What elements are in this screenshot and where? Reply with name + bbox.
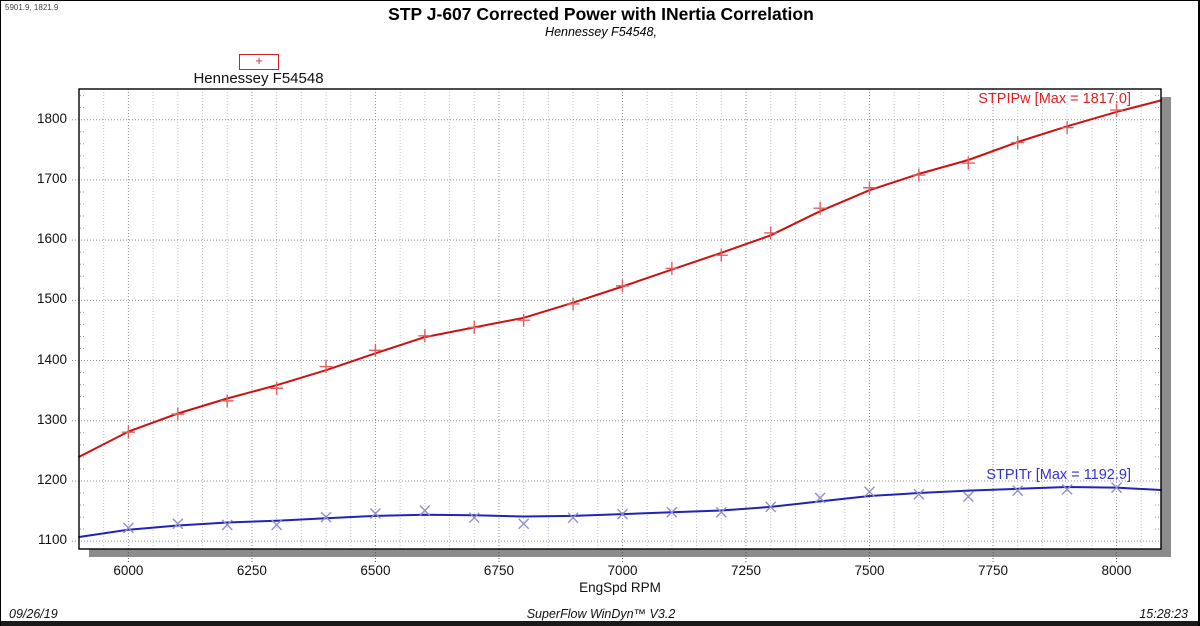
window-bottom-border bbox=[1, 621, 1198, 626]
x-tick-label: 6500 bbox=[360, 563, 391, 578]
chart-title: STP J-607 Corrected Power with INertia C… bbox=[388, 4, 814, 24]
plus-marker-icon: + bbox=[255, 53, 263, 68]
cursor-position-readout: 5901.9, 1821.9 bbox=[5, 3, 59, 12]
x-tick-label: 6750 bbox=[483, 563, 514, 578]
y-tick-label: 1700 bbox=[36, 170, 67, 186]
y-tick-label: 1800 bbox=[36, 110, 67, 126]
footer-date: 09/26/19 bbox=[9, 607, 58, 621]
x-tick-label: 7500 bbox=[854, 563, 885, 578]
x-tick-label: 7250 bbox=[730, 563, 762, 578]
chart-subtitle: Hennessey F54548, bbox=[545, 25, 657, 39]
series-label-stpitr: STPITr [Max = 1192.9] bbox=[986, 467, 1131, 483]
footer-time: 15:28:23 bbox=[1139, 607, 1188, 621]
footer-app-version: SuperFlow WinDyn™ V3.2 bbox=[526, 607, 676, 621]
y-tick-label: 1200 bbox=[36, 471, 67, 487]
x-tick-label: 7750 bbox=[977, 563, 1009, 578]
x-tick-label: 6250 bbox=[236, 563, 267, 578]
x-tick-label: 8000 bbox=[1101, 563, 1132, 578]
y-tick-label: 1600 bbox=[36, 231, 67, 247]
legend-label: Hennessey F54548 bbox=[193, 70, 324, 87]
x-tick-label: 6000 bbox=[113, 563, 144, 578]
y-tick-label: 1400 bbox=[36, 351, 67, 367]
x-axis-title: EngSpd RPM bbox=[579, 580, 661, 595]
y-tick-label: 1500 bbox=[36, 291, 67, 307]
series-label-stpipw: STPIPw [Max = 1817.0] bbox=[978, 91, 1131, 107]
y-tick-label: 1300 bbox=[36, 411, 67, 427]
y-tick-label: 1100 bbox=[37, 532, 67, 548]
legend-marker-box: + bbox=[239, 54, 279, 70]
x-tick-label: 7000 bbox=[607, 563, 638, 578]
